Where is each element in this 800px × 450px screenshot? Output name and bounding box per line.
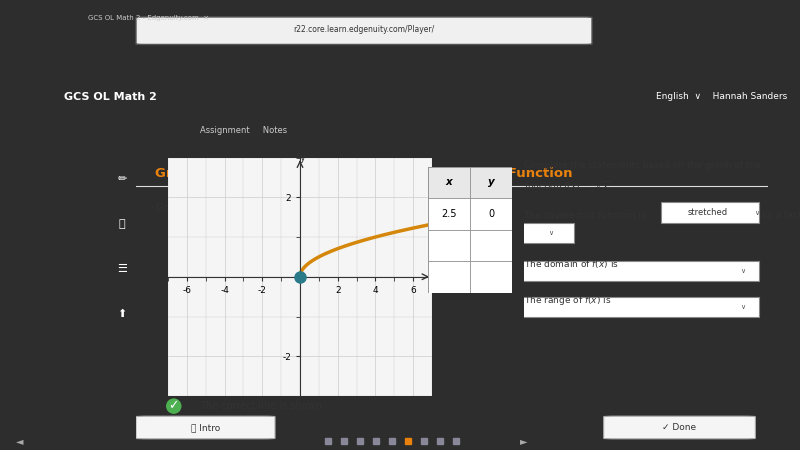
Text: Graphing a Transformation of the Square Root Function: Graphing a Transformation of the Square …	[155, 166, 573, 180]
Text: ∨: ∨	[548, 230, 553, 236]
Text: ⬆: ⬆	[118, 309, 126, 320]
Bar	[428, 198, 470, 230]
Text: y: y	[300, 153, 306, 163]
FancyBboxPatch shape	[136, 416, 275, 439]
Bar	[470, 198, 512, 230]
FancyBboxPatch shape	[428, 166, 512, 292]
Bar	[470, 166, 512, 198]
FancyBboxPatch shape	[522, 261, 759, 281]
Text: ☰: ☰	[117, 264, 127, 274]
Text: ∨: ∨	[754, 210, 759, 216]
Text: 🔊 Intro: 🔊 Intro	[191, 423, 220, 432]
Bar	[428, 230, 470, 261]
Text: ∨: ∨	[741, 304, 746, 310]
Text: ✓ Done: ✓ Done	[662, 423, 697, 432]
Text: 🎧: 🎧	[118, 219, 126, 229]
Text: The domain of $f(x)$ is: The domain of $f(x)$ is	[524, 258, 619, 270]
Text: stretched: stretched	[688, 208, 728, 217]
Text: GCS OL Math 2 - Edgenuity.com  ×: GCS OL Math 2 - Edgenuity.com ×	[88, 15, 209, 21]
Bar	[470, 261, 512, 292]
Text: 0: 0	[488, 209, 494, 219]
Text: .: .	[574, 228, 578, 238]
FancyBboxPatch shape	[662, 202, 759, 223]
Text: by a factor of: by a factor of	[759, 211, 800, 220]
Text: The range of $f(x)$ is: The range of $f(x)$ is	[524, 294, 611, 307]
Text: Assignment     Notes: Assignment Notes	[200, 126, 287, 135]
Text: x: x	[427, 263, 433, 273]
Text: 2.5: 2.5	[442, 209, 457, 219]
Text: Graph: $f(x) = \frac{1}{2}\sqrt{x}$: Graph: $f(x) = \frac{1}{2}\sqrt{x}$	[155, 200, 247, 218]
Text: y: y	[488, 177, 494, 187]
Bar	[428, 261, 470, 292]
Text: ✏: ✏	[118, 174, 126, 184]
Bar	[470, 230, 512, 261]
Text: function $f(x) = \frac{1}{2}\sqrt{x}$.: function $f(x) = \frac{1}{2}\sqrt{x}$.	[524, 180, 613, 196]
Text: ∨: ∨	[741, 268, 746, 274]
FancyBboxPatch shape	[522, 223, 574, 243]
Text: English  ∨    Hannah Sanders: English ∨ Hannah Sanders	[656, 92, 787, 101]
Text: ✓: ✓	[169, 400, 179, 413]
Text: r22.core.learn.edgenuity.com/Player/: r22.core.learn.edgenuity.com/Player/	[294, 25, 434, 34]
Bar	[428, 166, 470, 198]
Text: x: x	[446, 177, 452, 187]
Text: GCS OL Math 2: GCS OL Math 2	[64, 92, 157, 102]
FancyBboxPatch shape	[136, 17, 592, 45]
Text: .: .	[759, 302, 762, 312]
Text: Complete the statements based on the graph of the: Complete the statements based on the gra…	[524, 161, 761, 170]
Text: ◄: ◄	[16, 436, 23, 446]
FancyBboxPatch shape	[522, 297, 759, 317]
Text: The square root function is: The square root function is	[524, 211, 649, 220]
Text: The correct line is shown.: The correct line is shown.	[200, 401, 326, 411]
Text: .: .	[759, 266, 762, 276]
Text: ►: ►	[520, 436, 527, 446]
FancyBboxPatch shape	[604, 416, 755, 439]
